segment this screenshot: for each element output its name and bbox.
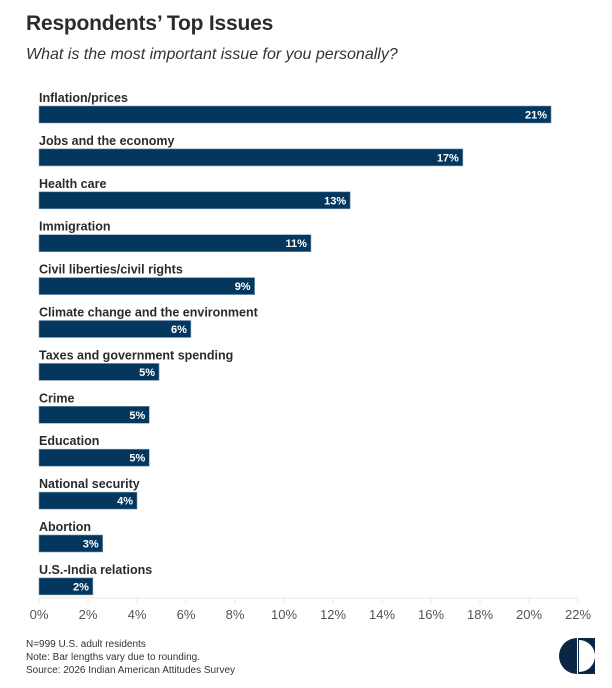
bar-category-label: Jobs and the economy [39,134,174,148]
bar-row: National security 4% [38,477,140,510]
bar-row: Civil liberties/civil rights 9% [38,263,255,295]
bar-row: Crime 5% [38,391,150,424]
bar-value-label: 4% [117,496,133,508]
bar-row: Inflation/prices 21% [38,91,552,124]
bar [38,277,255,295]
x-tick-label: 0% [30,607,49,622]
bar [38,448,150,467]
bar-category-label: Taxes and government spending [39,348,233,362]
x-tick-label: 16% [418,607,444,622]
chart-subtitle: What is the most important issue for you… [26,46,398,63]
x-tick-label: 8% [226,607,245,622]
bar-value-label: 17% [437,152,459,164]
bar-value-label: 13% [324,195,346,207]
bar [38,405,150,424]
bar [38,320,192,338]
bar-value-label: 3% [83,539,99,551]
logo-icon [559,638,595,674]
bar-value-label: 2% [73,581,89,593]
sample-note: N=999 U.S. adult residents [26,639,146,650]
bar-category-label: Inflation/prices [39,91,128,105]
bar-value-label: 5% [129,453,145,465]
bar [38,363,160,381]
x-tick-label: 22% [565,607,591,622]
x-tick-label: 6% [177,607,196,622]
bar-category-label: Immigration [39,220,111,234]
bar-category-label: Health care [39,177,106,191]
bar-chart: Inflation/prices 21% Jobs and the economy 1… [30,91,592,622]
bar-value-label: 6% [171,324,187,336]
bar [38,191,351,210]
bar [38,105,552,124]
bar-value-label: 5% [139,367,155,379]
bar-category-label: Climate change and the environment [39,306,259,320]
bar-category-label: Education [39,434,99,448]
bar-row: Immigration 11% [38,220,312,252]
rounding-note: Note: Bar lengths vary due to rounding. [26,652,200,663]
bar [38,577,94,596]
bars-layer: Inflation/prices 21% Jobs and the economy 1… [38,91,552,596]
source-note: Source: 2026 Indian American Attitudes S… [26,665,236,676]
bar-row: Health care 13% [38,177,351,210]
bar-row: Taxes and government spending 5% [38,348,233,381]
x-tick-label: 12% [320,607,346,622]
bar-category-label: National security [39,477,140,491]
bar-row: Education 5% [38,434,150,467]
bar-category-label: Abortion [39,520,91,534]
x-tick-label: 2% [79,607,98,622]
bar [38,148,464,167]
chart-notes: N=999 U.S. adult residents Note: Bar len… [26,638,235,677]
bar-value-label: 5% [129,410,145,422]
bar [38,491,138,510]
bar [38,234,312,252]
bar-row: Abortion 3% [38,520,104,553]
bar-row: Climate change and the environment 6% [38,306,259,338]
bar-value-label: 11% [286,238,308,250]
bar [38,534,104,553]
bar-category-label: Crime [39,391,74,405]
x-tick-label: 14% [369,607,395,622]
x-tick-label: 4% [128,607,147,622]
bar-row: Jobs and the economy 17% [38,134,464,167]
bar-value-label: 21% [525,110,547,122]
bar-value-label: 9% [235,281,251,293]
x-tick-label: 10% [271,607,297,622]
chart-title: Respondents’ Top Issues [26,12,274,35]
bar-category-label: Civil liberties/civil rights [39,263,183,277]
x-tick-label: 18% [467,607,493,622]
x-axis: 0% 2% 4% 6% 8% 10% 12% 14% 16% 18% 20% 22% [30,597,591,622]
bar-row: U.S.-India relations 2% [38,563,152,596]
x-tick-label: 20% [516,607,542,622]
bar-category-label: U.S.-India relations [39,563,152,577]
